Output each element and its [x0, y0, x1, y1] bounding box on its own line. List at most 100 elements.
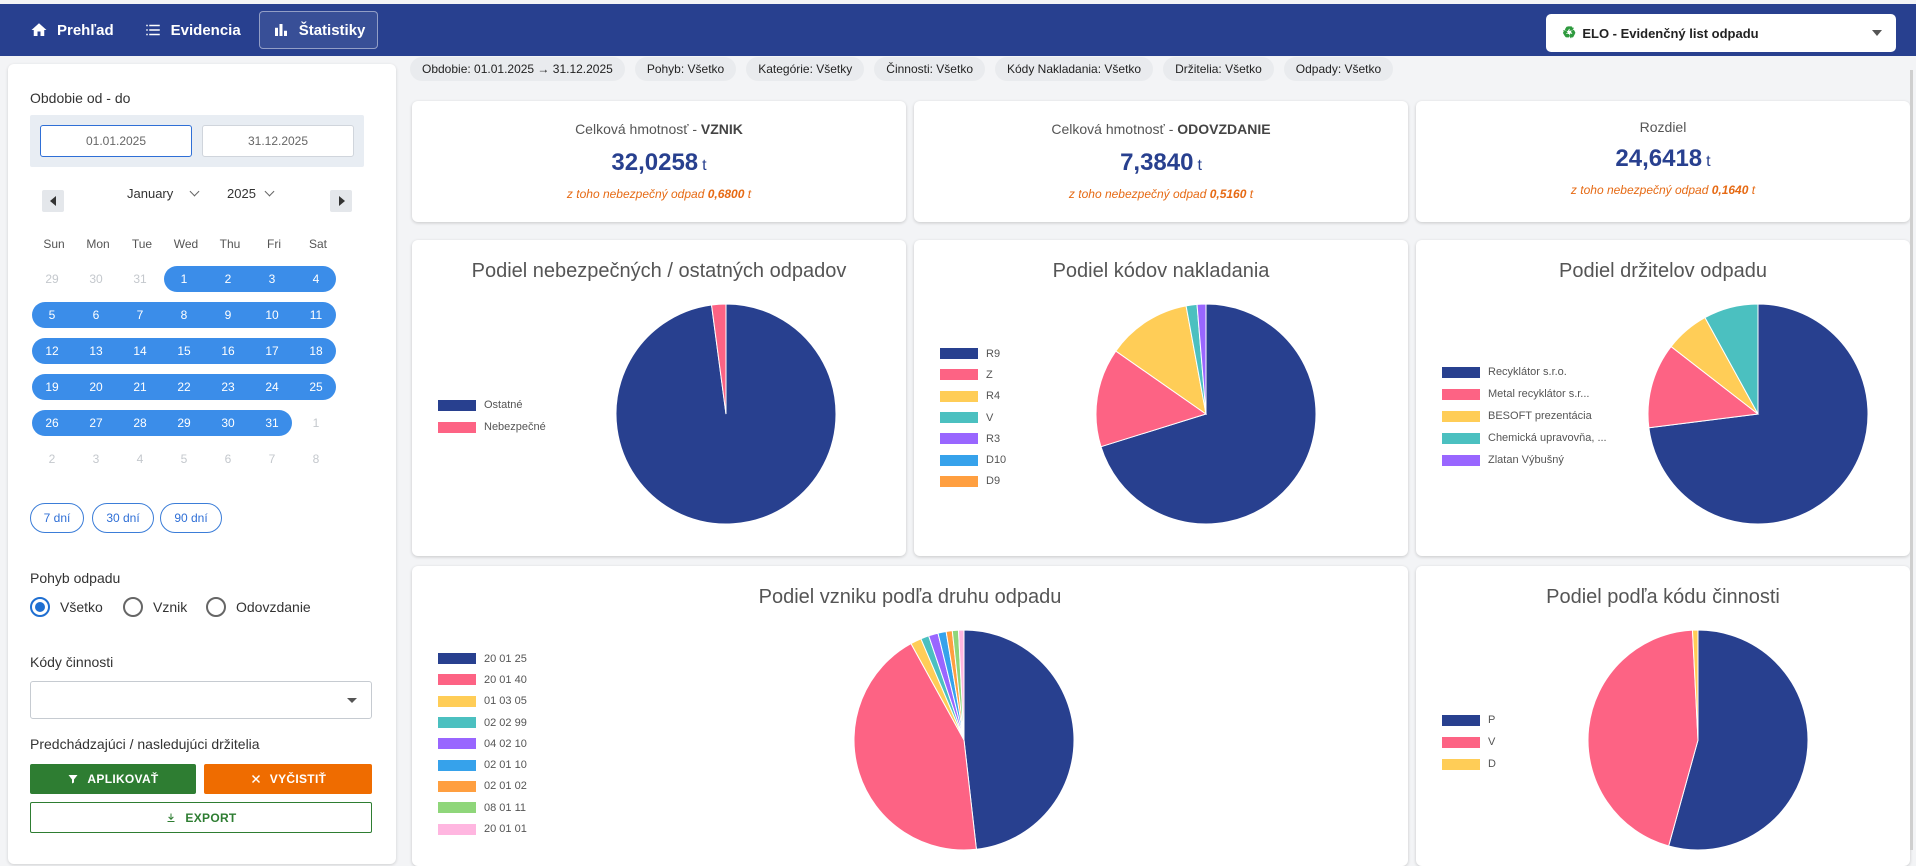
- radio-vsetko[interactable]: Všetko: [30, 597, 103, 617]
- calendar-day[interactable]: 19: [45, 380, 59, 394]
- apply-button[interactable]: APLIKOVAŤ: [30, 764, 196, 794]
- page-scrollbar[interactable]: [1910, 70, 1913, 850]
- pie-slice-v[interactable]: [1587, 629, 1699, 847]
- legend-item[interactable]: R9: [940, 343, 1006, 364]
- legend-item[interactable]: Z: [940, 364, 1006, 385]
- chip-kody-nakladania[interactable]: Kódy Nakladania: Všetko: [995, 57, 1154, 81]
- calendar-day[interactable]: 16: [221, 344, 235, 358]
- calendar-day[interactable]: 6: [224, 452, 232, 466]
- pie-slice-d[interactable]: [1691, 629, 1699, 741]
- calendar-day[interactable]: 29: [45, 272, 59, 286]
- legend-item[interactable]: 02 01 02: [438, 776, 527, 797]
- calendar-day[interactable]: 26: [45, 416, 59, 430]
- calendar-day[interactable]: 22: [177, 380, 191, 394]
- calendar-day[interactable]: 5: [180, 452, 188, 466]
- month-select[interactable]: January: [127, 186, 200, 201]
- chip-obdobie[interactable]: Obdobie: 01.01.2025 → 31.12.2025: [410, 57, 625, 81]
- calendar-day[interactable]: 31: [265, 416, 279, 430]
- calendar-day[interactable]: 29: [177, 416, 191, 430]
- pie-slice-chemick-upravov-a-[interactable]: [1704, 303, 1759, 415]
- calendar-day[interactable]: 20: [89, 380, 103, 394]
- calendar-day[interactable]: 23: [221, 380, 235, 394]
- chip-kategorie[interactable]: Kategórie: Všetky: [746, 57, 865, 81]
- radio-vznik[interactable]: Vznik: [123, 597, 187, 617]
- calendar-day[interactable]: 12: [45, 344, 59, 358]
- legend-item[interactable]: Chemická upravovňa, ...: [1442, 427, 1607, 449]
- date-to-input[interactable]: 31.12.2025: [202, 125, 354, 157]
- chip-cinnosti[interactable]: Činnosti: Všetko: [874, 57, 985, 81]
- legend-item[interactable]: 04 02 10: [438, 733, 527, 754]
- nav-prehlad[interactable]: Prehľad: [18, 11, 126, 49]
- radio-odovzdanie[interactable]: Odovzdanie: [206, 597, 311, 617]
- pie-slice-nebezpe-n-[interactable]: [710, 303, 727, 415]
- calendar-day[interactable]: 13: [89, 344, 103, 358]
- legend-item[interactable]: Metal recyklátor s.r...: [1442, 383, 1607, 405]
- export-button[interactable]: EXPORT: [30, 802, 372, 833]
- pie-slice-20-01-40[interactable]: [853, 642, 977, 851]
- nav-evidencia[interactable]: Evidencia: [132, 11, 253, 49]
- calendar-day[interactable]: 6: [92, 308, 100, 322]
- legend-item[interactable]: 02 01 10: [438, 754, 527, 775]
- pie-slice-z[interactable]: [1095, 350, 1208, 448]
- calendar-day[interactable]: 30: [221, 416, 235, 430]
- legend-item[interactable]: D10: [940, 449, 1006, 470]
- next-month-button[interactable]: [330, 190, 352, 212]
- activity-codes-select[interactable]: [30, 681, 372, 719]
- legend-item[interactable]: 20 01 01: [438, 818, 527, 839]
- calendar-day[interactable]: 11: [309, 308, 323, 322]
- calendar-day[interactable]: 28: [133, 416, 147, 430]
- calendar-day[interactable]: 21: [133, 380, 147, 394]
- calendar-day[interactable]: 8: [312, 452, 320, 466]
- legend-item[interactable]: 08 01 11: [438, 797, 527, 818]
- legend-item[interactable]: D9: [940, 471, 1006, 492]
- calendar-day[interactable]: 17: [265, 344, 279, 358]
- chip-odpady[interactable]: Odpady: Všetko: [1283, 57, 1394, 81]
- prev-month-button[interactable]: [42, 190, 64, 212]
- pie-slice-r3[interactable]: [1196, 303, 1207, 415]
- legend-item[interactable]: Recyklátor s.r.o.: [1442, 361, 1607, 383]
- calendar-day[interactable]: 10: [265, 308, 279, 322]
- legend-item[interactable]: Ostatné: [438, 394, 546, 416]
- legend-item[interactable]: P: [1442, 709, 1496, 731]
- clear-button[interactable]: VYČISTIŤ: [204, 764, 372, 794]
- quick-range-30[interactable]: 30 dní: [92, 503, 154, 533]
- nav-statistiky[interactable]: Štatistiky: [258, 11, 379, 49]
- pie-slice-20-01-01[interactable]: [957, 629, 965, 741]
- calendar-day[interactable]: 9: [224, 308, 232, 322]
- legend-item[interactable]: R4: [940, 386, 1006, 407]
- legend-item[interactable]: Nebezpečné: [438, 416, 546, 438]
- calendar-day[interactable]: 4: [136, 452, 144, 466]
- calendar-day[interactable]: 8: [180, 308, 188, 322]
- calendar-day[interactable]: 7: [268, 452, 276, 466]
- pie-slice-r9[interactable]: [1100, 303, 1317, 525]
- pie-slice-metal-recykl-tor-s-r-[interactable]: [1647, 345, 1760, 429]
- calendar-day[interactable]: 1: [180, 272, 188, 286]
- calendar-day[interactable]: 30: [89, 272, 103, 286]
- calendar-day[interactable]: 2: [48, 452, 56, 466]
- year-select[interactable]: 2025: [227, 186, 275, 201]
- calendar-day[interactable]: 24: [265, 380, 279, 394]
- legend-item[interactable]: 20 01 40: [438, 669, 527, 690]
- legend-item[interactable]: Zlatan Výbušný: [1442, 449, 1607, 471]
- calendar-day[interactable]: 27: [89, 416, 103, 430]
- legend-item[interactable]: BESOFT prezentácia: [1442, 405, 1607, 427]
- legend-item[interactable]: 01 03 05: [438, 691, 527, 712]
- legend-item[interactable]: 02 02 99: [438, 712, 527, 733]
- legend-item[interactable]: V: [940, 407, 1006, 428]
- quick-range-90[interactable]: 90 dní: [160, 503, 222, 533]
- calendar-day[interactable]: 5: [48, 308, 56, 322]
- calendar-day[interactable]: 1: [312, 416, 320, 430]
- date-from-input[interactable]: 01.01.2025: [40, 125, 192, 157]
- legend-item[interactable]: R3: [940, 428, 1006, 449]
- calendar-day[interactable]: 2: [224, 272, 232, 286]
- pie-slice-20-01-25[interactable]: [963, 629, 1075, 850]
- app-selector[interactable]: ♻ ELO - Evidenčný list odpadu: [1546, 14, 1896, 52]
- chip-pohyb[interactable]: Pohyb: Všetko: [634, 57, 737, 81]
- legend-item[interactable]: V: [1442, 731, 1496, 753]
- calendar-day[interactable]: 3: [92, 452, 100, 466]
- calendar-day[interactable]: 4: [312, 272, 320, 286]
- legend-item[interactable]: D: [1442, 753, 1496, 775]
- chip-drzitelia[interactable]: Držitelia: Všetko: [1163, 57, 1274, 81]
- calendar-day[interactable]: 15: [177, 344, 191, 358]
- calendar-day[interactable]: 3: [268, 272, 276, 286]
